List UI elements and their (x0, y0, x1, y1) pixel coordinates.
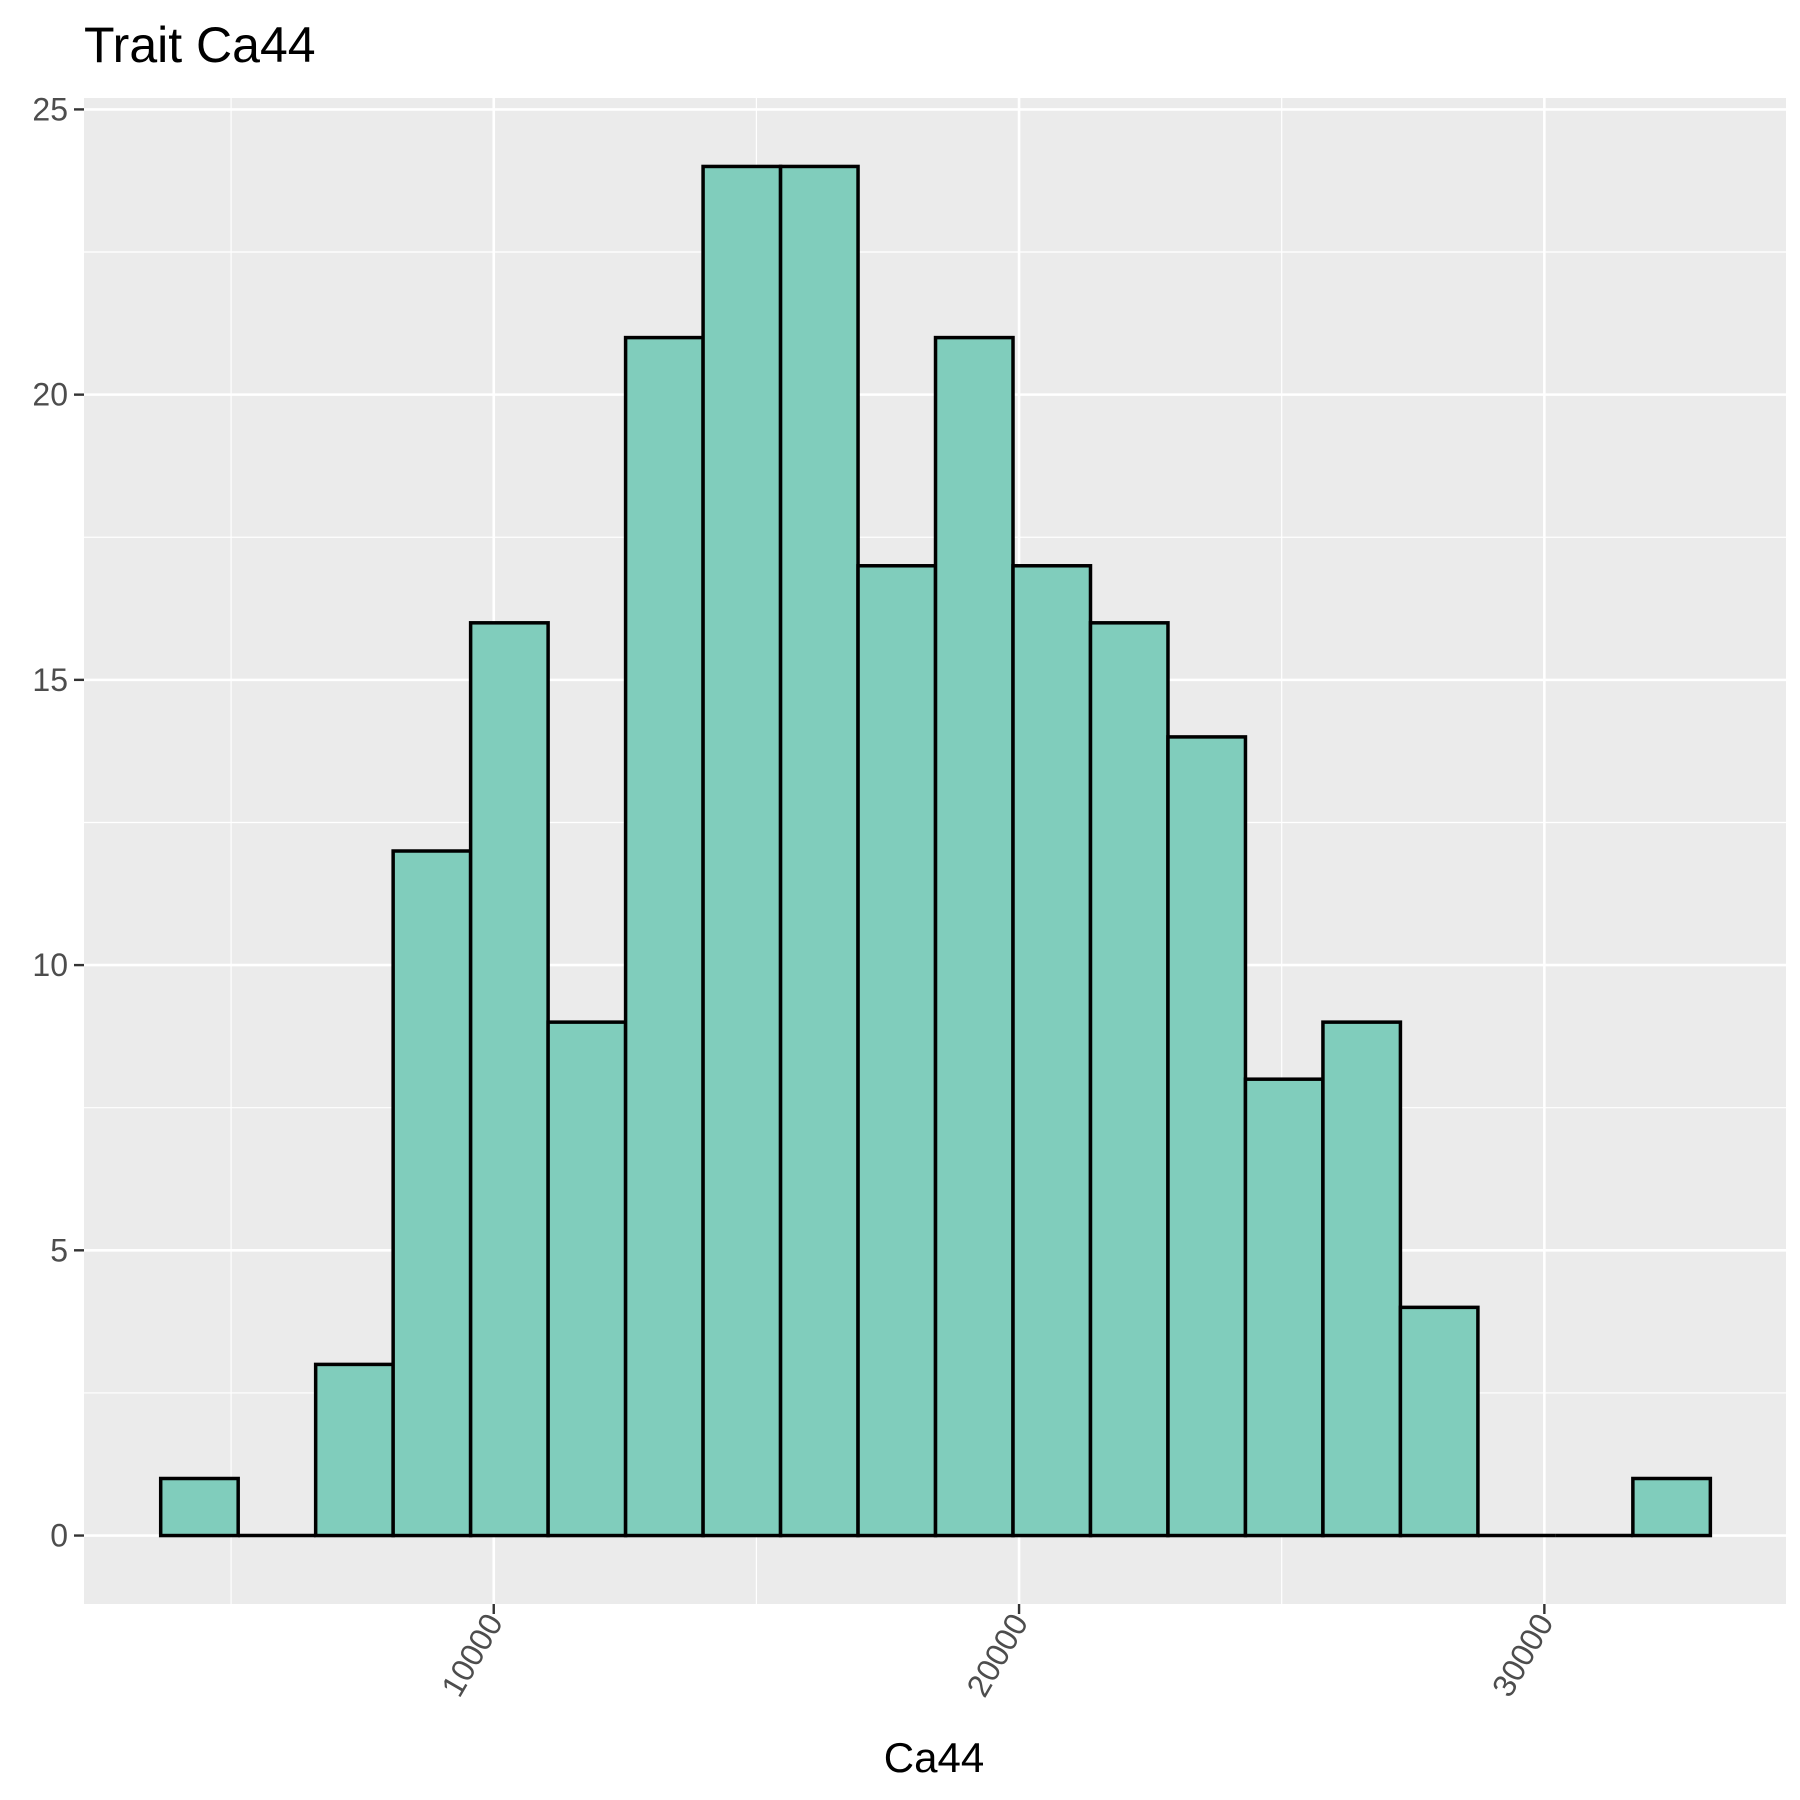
histogram-bar (313, 1362, 395, 1538)
histogram-bar (468, 621, 550, 1538)
histogram-bar (1243, 1077, 1325, 1538)
histogram-bar (391, 849, 473, 1538)
y-tick-label: 10 (32, 947, 68, 983)
histogram-bar (1631, 1476, 1713, 1538)
chart-title: Trait Ca44 (84, 17, 316, 73)
histogram-bar (933, 335, 1015, 1538)
x-axis-title: Ca44 (884, 1734, 984, 1781)
histogram-bar (856, 564, 938, 1538)
histogram-bar (546, 1020, 628, 1538)
x-tick-label: 30000 (1485, 1608, 1561, 1703)
histogram-bar (1166, 735, 1248, 1538)
histogram-bar (778, 164, 860, 1538)
histogram-bar (1321, 1020, 1403, 1538)
y-tick-label: 15 (32, 662, 68, 698)
histogram-bar (1398, 1305, 1480, 1538)
y-tick-label: 20 (32, 377, 68, 413)
histogram-bar (701, 164, 783, 1538)
histogram-bar (158, 1476, 240, 1538)
histogram-bar (623, 335, 705, 1538)
y-tick-label: 0 (50, 1518, 68, 1554)
x-axis: 10000 20000 30000 (434, 1604, 1560, 1703)
x-tick-label: 10000 (434, 1608, 510, 1703)
histogram-bars (158, 164, 1713, 1538)
histogram-bar (1088, 621, 1170, 1538)
y-tick-label: 5 (50, 1232, 68, 1268)
y-tick-label: 25 (32, 91, 68, 127)
histogram-bar (1011, 564, 1093, 1538)
x-tick-label: 20000 (959, 1608, 1035, 1703)
y-axis: 0 5 10 15 20 25 (32, 91, 84, 1554)
